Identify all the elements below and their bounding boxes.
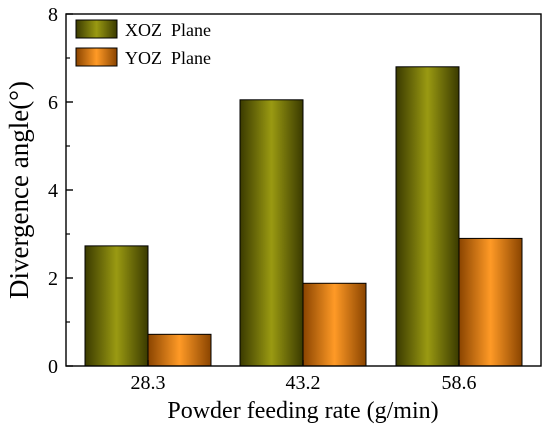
x-tick-label: 28.3	[131, 372, 166, 394]
y-tick-label: 2	[48, 268, 58, 290]
bar-yoz-28.3	[147, 333, 212, 367]
y-axis-ticks: 0 2 4 6 8	[48, 4, 73, 378]
y-tick-label: 0	[48, 356, 58, 378]
x-axis-ticks: 28.3 43.2 58.6	[131, 360, 477, 394]
bars-group	[84, 66, 523, 367]
legend-swatch-xoz	[75, 19, 118, 39]
legend-label-yoz: YOZ Plane	[125, 48, 211, 68]
bar-xoz-43.2	[239, 99, 304, 367]
x-axis-label: Powder feeding rate (g/min)	[167, 398, 438, 424]
y-tick-label: 6	[48, 92, 58, 114]
y-tick-label: 8	[48, 4, 58, 26]
legend: XOZ Plane YOZ Plane	[75, 19, 211, 68]
legend-swatch-yoz	[75, 47, 118, 67]
y-tick-label: 4	[48, 180, 58, 202]
bar-xoz-58.6	[395, 66, 460, 367]
legend-label-xoz: XOZ Plane	[125, 20, 211, 40]
bar-xoz-28.3	[84, 245, 149, 367]
bar-yoz-43.2	[302, 282, 367, 367]
x-tick-label: 58.6	[442, 372, 477, 394]
bar-yoz-58.6	[458, 237, 523, 367]
y-axis-label: Divergence angle(°)	[4, 81, 34, 299]
x-tick-label: 43.2	[286, 372, 321, 394]
